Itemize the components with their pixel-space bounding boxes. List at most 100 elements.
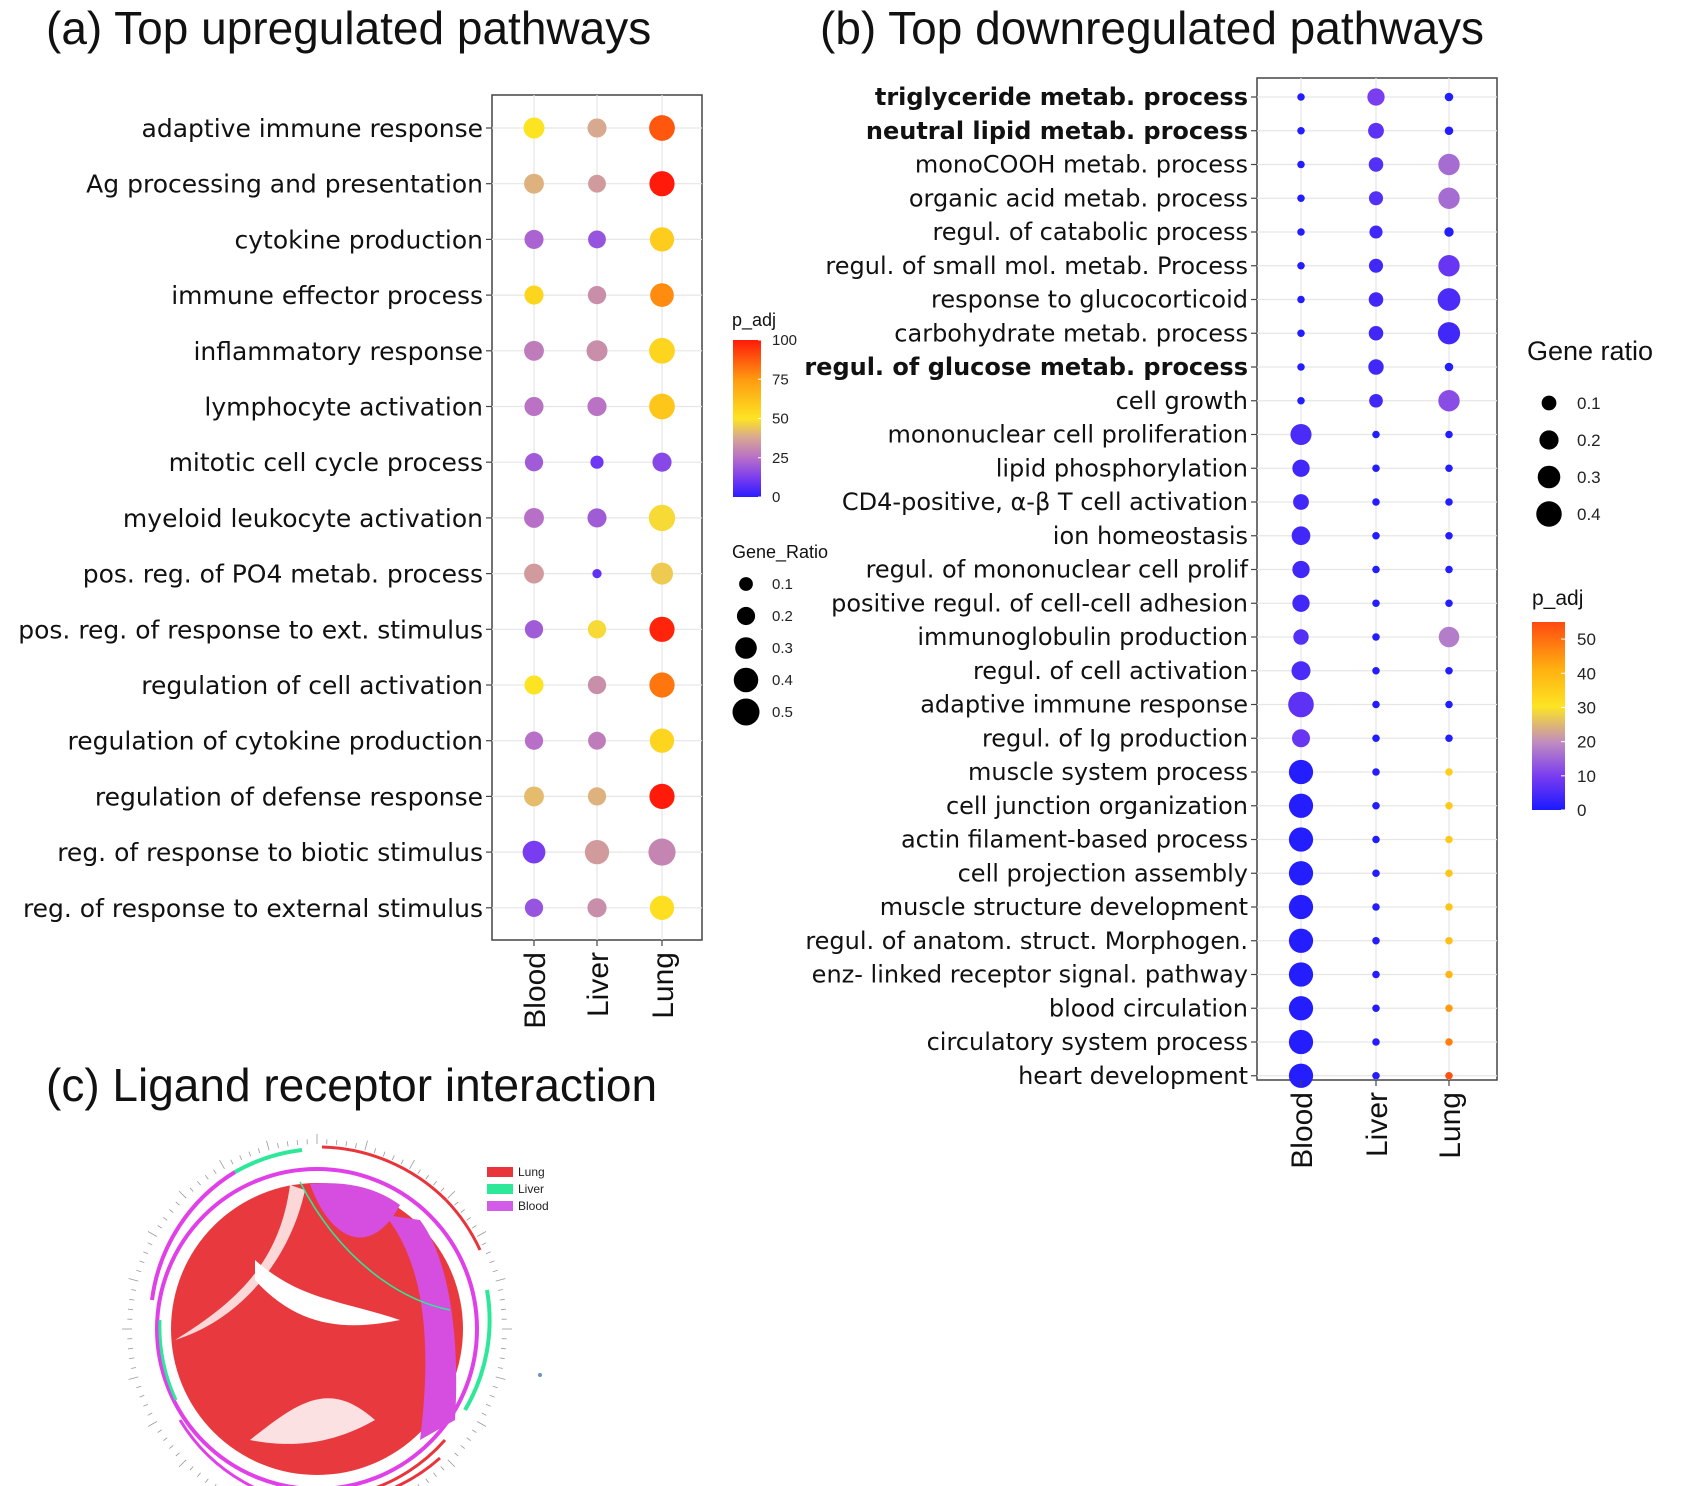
pathway-label: organic acid metab. process [909, 184, 1248, 212]
dot [1437, 322, 1461, 345]
pathway-label: mononuclear cell proliferation [888, 421, 1249, 449]
dot [1444, 362, 1454, 372]
pathway-label: cell growth [1116, 387, 1248, 415]
color-legend-tick: 75 [772, 371, 789, 388]
chord-ribbon-white-3 [250, 1398, 375, 1444]
panel-b-color-legend-title: p_adj [1532, 587, 1583, 610]
dot [1372, 869, 1380, 878]
pathway-label: regulation of cytokine production [68, 727, 483, 756]
dot [649, 616, 675, 642]
dot [1292, 560, 1310, 579]
dot [524, 507, 544, 528]
dot [1368, 292, 1384, 307]
panel-b-color-bar [1532, 622, 1565, 810]
dot [524, 563, 544, 584]
dot [1372, 1004, 1380, 1013]
dot [1297, 396, 1305, 405]
dot [1372, 936, 1380, 945]
panel-b-x-axis-labels: Blood Liver Lung [1286, 1080, 1467, 1169]
pathway-label: CD4-positive, α-β T cell activation [842, 488, 1248, 516]
dot [1445, 970, 1453, 979]
dot [524, 898, 544, 917]
pathway-label: lymphocyte activation [204, 393, 483, 422]
pathway-label: positive regul. of cell-cell adhesion [831, 589, 1248, 617]
dot [1288, 793, 1314, 818]
dot [1445, 531, 1453, 540]
dot [1368, 325, 1384, 341]
chord-outer-arc-green-left [158, 1319, 178, 1401]
dot [524, 786, 544, 807]
color-legend-tick: 0 [1577, 801, 1586, 820]
dot [1372, 1038, 1380, 1046]
dot [524, 675, 544, 695]
stray-dot [538, 1373, 542, 1377]
x-axis-label: Blood [519, 952, 552, 1029]
pathway-label: regul. of catabolic process [932, 218, 1248, 246]
pathway-label: pos. reg. of PO4 metab. process [83, 560, 483, 589]
pathway-label: adaptive immune response [142, 114, 483, 143]
x-axis-label: Liver [582, 952, 615, 1017]
chord-outer-arc-magenta-bottom [178, 1419, 255, 1486]
pathway-label: regul. of anatom. struct. Morphogen. [805, 927, 1248, 955]
dot [588, 731, 606, 750]
chord-outer-arc-red-bottom-2 [376, 1439, 447, 1486]
dot [1297, 126, 1305, 135]
chord-legend-swatch [487, 1184, 513, 1194]
dot [1372, 498, 1380, 506]
chord-outer-ring-magenta [155, 1167, 479, 1486]
color-legend-tick: 50 [772, 411, 789, 428]
dot [1445, 464, 1453, 473]
pathway-label: response to glucocorticoid [931, 286, 1248, 314]
dot [1445, 936, 1453, 945]
panel-a-dots [522, 115, 676, 920]
chord-outer-arc-magenta-left [150, 1170, 237, 1301]
dot [1369, 225, 1383, 239]
chord-legend-swatch [487, 1201, 513, 1211]
dot [1445, 835, 1453, 844]
pathway-label: regul. of small mol. metab. Process [825, 252, 1248, 280]
panel-c-chord-diagram: Lung Liver Blood [122, 1134, 549, 1486]
panel-a-size-legend-title: Gene_Ratio [732, 542, 828, 563]
dot [1288, 928, 1314, 953]
dot [1372, 801, 1380, 810]
size-legend-label: 0.1 [772, 576, 793, 593]
dot [1368, 157, 1384, 172]
chord-legend-label: Blood [518, 1199, 549, 1213]
dot [1297, 295, 1305, 304]
pathway-label: regul. of glucose metab. process [804, 353, 1248, 381]
size-legend-dot [733, 667, 759, 693]
chord-ribbon-white-1 [255, 1260, 400, 1326]
panel-a-title: (a) Top upregulated pathways [46, 2, 652, 54]
pathway-label: inflammatory response [193, 337, 483, 366]
dot [1444, 126, 1454, 136]
chord-ribbon-green-line [299, 1181, 451, 1311]
dot [1445, 801, 1453, 810]
dot [649, 393, 675, 420]
pathway-label: reg. of response to biotic stimulus [57, 838, 483, 867]
dot [1372, 633, 1380, 641]
dot [1288, 996, 1314, 1021]
size-legend-dot [1539, 430, 1559, 450]
dot [587, 620, 607, 639]
panel-b-dots [1288, 88, 1461, 1088]
dot [587, 898, 607, 918]
color-legend-tick: 20 [1577, 733, 1596, 752]
x-axis-label: Blood [1286, 1092, 1319, 1169]
dot [1288, 861, 1314, 886]
dot [1445, 1038, 1453, 1046]
chord-ribbon-white-2 [175, 1185, 305, 1340]
pathway-label: lipid phosphorylation [996, 454, 1248, 482]
dot [1445, 1071, 1453, 1080]
dot [522, 840, 546, 864]
dot [1368, 122, 1384, 139]
dot [1437, 288, 1461, 311]
pathway-label: cell junction organization [946, 792, 1248, 820]
dot [524, 731, 544, 750]
color-legend-tick: 50 [1577, 630, 1596, 649]
x-axis-label: Lung [647, 952, 680, 1019]
dot [1297, 363, 1305, 371]
dot [1445, 1004, 1453, 1013]
pathway-label: regulation of defense response [95, 782, 483, 811]
color-legend-tick: 30 [1577, 698, 1596, 717]
dot [649, 171, 675, 197]
